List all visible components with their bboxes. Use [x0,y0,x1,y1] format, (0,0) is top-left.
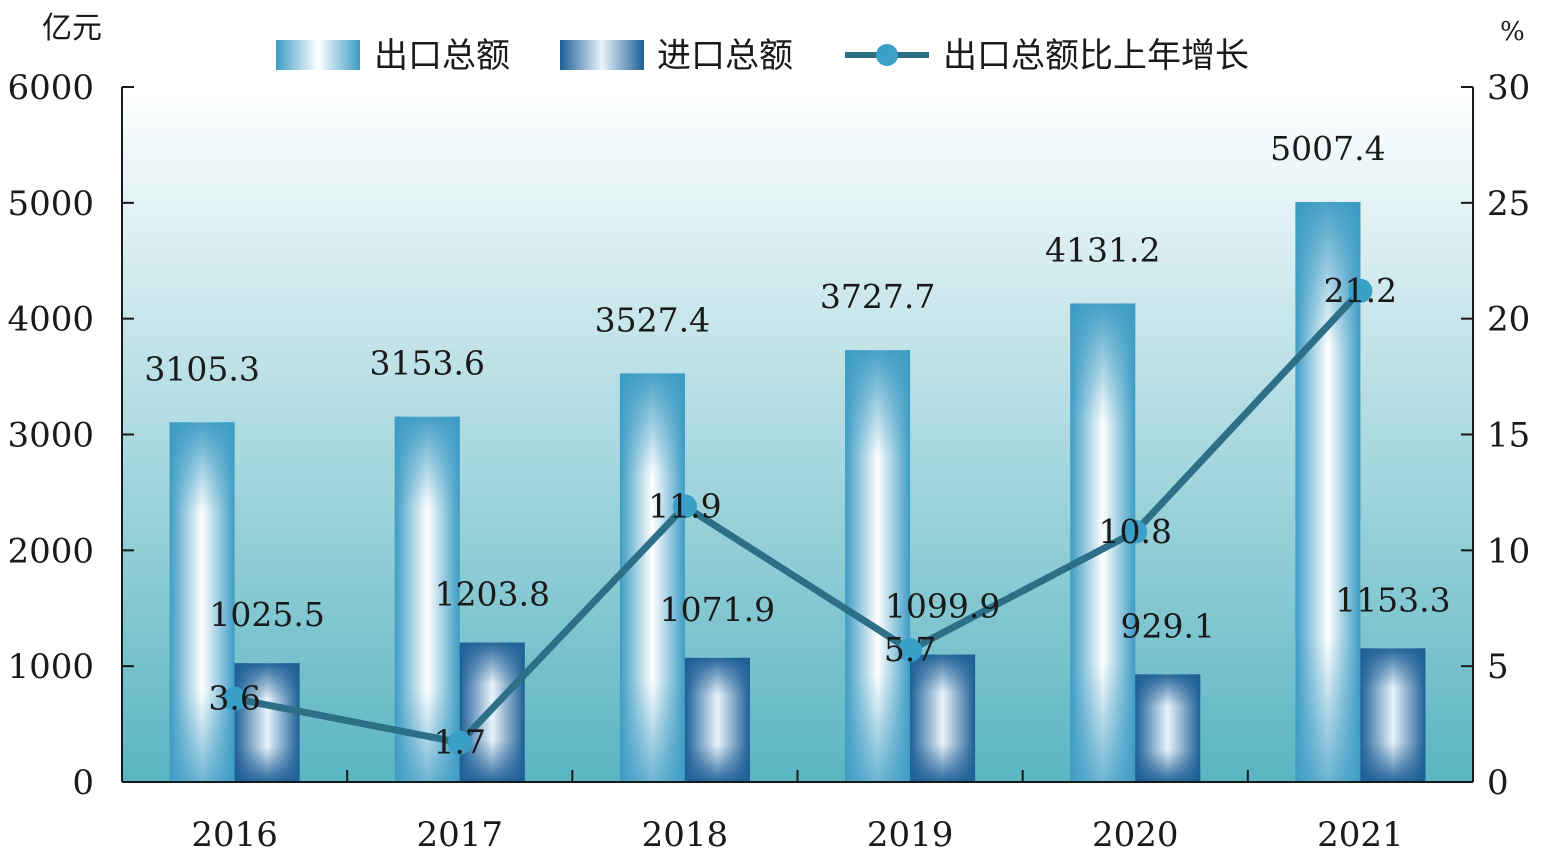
plot-background [122,87,1473,782]
right-tick-label: 5 [1487,647,1509,687]
x-tick-label: 2018 [642,815,729,855]
import-data-label: 929.1 [1121,606,1215,645]
export-bar-shade [845,350,911,782]
x-tick-label: 2019 [867,815,954,855]
legend-swatch-import [560,40,644,70]
growth-data-label: 3.6 [208,679,260,718]
export-data-label: 4131.2 [1045,230,1160,269]
import-data-label: 1071.9 [660,590,775,629]
growth-marker [222,686,247,711]
left-tick-label: 1000 [7,647,94,687]
legend-item-import: 进口总额 [560,36,793,76]
export-bar-shade [619,373,685,782]
export-data-label: 3727.7 [820,277,935,316]
growth-data-label: 21.2 [1324,271,1397,310]
legend-label-import: 进口总额 [657,36,793,76]
import-bar-shade [234,663,300,782]
growth-marker [898,637,923,662]
x-tick-label: 2020 [1092,815,1179,855]
growth-marker [1123,519,1148,544]
export-data-label: 3527.4 [595,300,710,339]
right-tick-label: 0 [1487,763,1509,803]
import-data-label: 1025.5 [209,595,324,634]
export-bar-shade [169,422,235,782]
right-tick-label: 15 [1487,416,1530,456]
export-bar-shade [394,416,460,782]
x-tick-label: 2017 [416,815,503,855]
export-data-label: 3105.3 [144,349,259,388]
import-bar-shade [1360,648,1426,782]
left-tick-label: 5000 [7,184,94,224]
growth-data-label: 11.9 [648,486,721,525]
growth-marker [672,494,697,519]
export-bar-shade [1070,303,1136,782]
left-axis-unit: 亿元 [42,11,102,46]
import-bar-shade [1135,674,1201,782]
x-tick-label: 2021 [1317,815,1404,855]
right-axis-unit: % [1500,17,1525,47]
legend-swatch-export [276,40,360,70]
import-data-label: 1099.9 [885,587,1000,626]
legend-swatch-growth-marker [876,44,898,66]
growth-marker [1348,278,1373,303]
legend-item-export: 出口总额 [276,36,510,76]
left-tick-label: 2000 [7,531,94,571]
import-data-label: 1203.8 [435,575,550,614]
export-data-label: 5007.4 [1270,129,1385,168]
left-tick-label: 0 [72,763,94,803]
import-bar-shade [684,657,750,782]
legend-label-growth: 出口总额比上年增长 [943,36,1249,76]
growth-marker [447,730,472,755]
axes-layer: 2016 2017 2018 2019 2020 2021 0 1000 2000 3000 400… [7,68,1530,855]
import-data-label: 1153.3 [1335,580,1450,619]
line-layer [222,278,1373,755]
import-bar-shade [910,654,976,782]
labels-layer: 3105.3 1025.5 3153.6 1203.8 3527.4 1071.9 3727… [144,129,1450,762]
legend-label-export: 出口总额 [374,36,510,76]
x-tick-label: 2016 [191,815,278,855]
right-tick-label: 20 [1487,300,1530,340]
bars-layer [169,201,1426,782]
right-tick-label: 30 [1487,68,1530,108]
right-tick-label: 10 [1487,531,1530,571]
left-tick-label: 3000 [7,416,94,456]
left-tick-label: 4000 [7,300,94,340]
growth-data-label: 10.8 [1099,512,1172,551]
legend-item-growth: 出口总额比上年增长 [845,36,1249,76]
growth-line [233,288,1363,747]
growth-data-label: 5.7 [884,630,936,669]
growth-data-label: 1.7 [434,723,486,762]
left-tick-label: 6000 [7,68,94,108]
right-tick-label: 25 [1487,184,1530,224]
legend: 出口总额 进口总额 出口总额比上年增长 [276,36,1249,76]
export-data-label: 3153.6 [370,344,485,383]
